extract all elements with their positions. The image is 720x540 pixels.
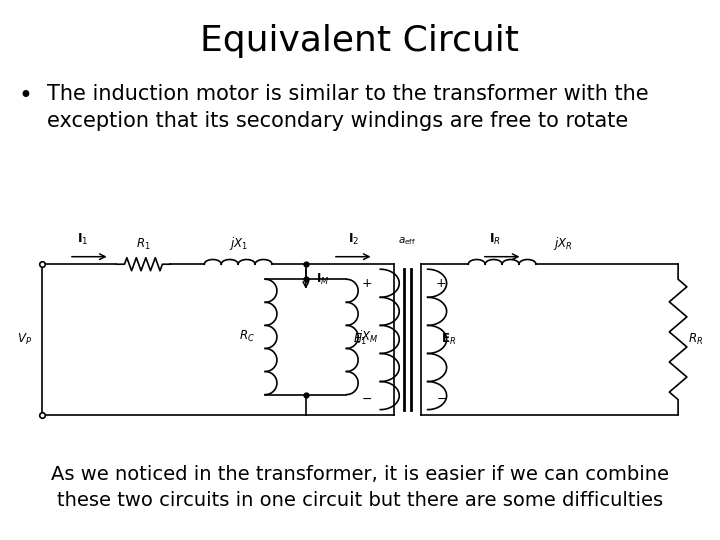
Text: $-$: $-$ [436, 392, 447, 404]
Text: $\mathbf{I}_M$: $\mathbf{I}_M$ [316, 272, 329, 287]
Text: $R_1$: $R_1$ [136, 237, 150, 252]
Text: $R_R$: $R_R$ [688, 332, 703, 347]
Text: As we noticed in the transformer, it is easier if we can combine
these two circu: As we noticed in the transformer, it is … [51, 465, 669, 510]
Text: $-$: $-$ [361, 392, 372, 404]
Text: $\mathbf{I}_R$: $\mathbf{I}_R$ [490, 232, 501, 247]
Text: $V_P$: $V_P$ [17, 332, 32, 347]
Text: •: • [18, 84, 32, 107]
Text: $\mathbf{I}_1$: $\mathbf{I}_1$ [77, 232, 89, 247]
Text: $\mathbf{E}_R$: $\mathbf{E}_R$ [441, 332, 456, 347]
Text: $jX_1$: $jX_1$ [229, 235, 248, 252]
Text: $jX_R$: $jX_R$ [553, 235, 573, 252]
Text: $R_C$: $R_C$ [239, 329, 255, 345]
Text: The induction motor is similar to the transformer with the
exception that its se: The induction motor is similar to the tr… [47, 84, 649, 131]
Text: $a_{\rm eff}$: $a_{\rm eff}$ [398, 235, 416, 247]
Text: $\mathbf{I}_2$: $\mathbf{I}_2$ [348, 232, 359, 247]
Text: Equivalent Circuit: Equivalent Circuit [200, 24, 520, 58]
Text: +: + [361, 277, 372, 290]
Text: +: + [436, 277, 446, 290]
Text: $jX_M$: $jX_M$ [356, 328, 378, 346]
Text: $E_1$: $E_1$ [353, 332, 366, 347]
